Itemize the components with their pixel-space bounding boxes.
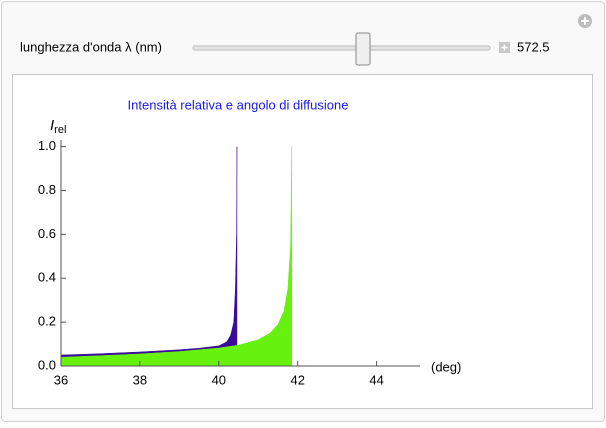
y-tick-label: 0.4	[38, 270, 56, 285]
y-tick-label: 0.8	[38, 182, 56, 197]
slider-label: lunghezza d'onda λ (nm)	[20, 39, 162, 54]
chart-title: Intensità relativa e angolo di diffusion…	[128, 97, 349, 112]
area	[60, 146, 293, 367]
plot-panel	[12, 74, 593, 409]
expand-icon	[501, 44, 508, 51]
y-label-main: I	[50, 117, 54, 134]
y-tick-label: 1.0	[38, 138, 56, 153]
y-tick-label: 0.6	[38, 226, 56, 241]
x-tick-label: 40	[212, 372, 226, 387]
x-tick-label: 36	[54, 372, 68, 387]
slider-track[interactable]	[192, 45, 491, 51]
slider-thumb[interactable]	[355, 32, 371, 66]
y-tick-label: 0.0	[38, 357, 56, 372]
slider-value: 572.5	[517, 39, 550, 54]
x-tick-label: 42	[290, 372, 304, 387]
x-axis-label: (deg)	[431, 359, 461, 374]
options-icon	[581, 17, 589, 25]
y-tick-label: 0.2	[38, 314, 56, 329]
y-label-sub: rel	[54, 124, 66, 136]
x-tick-label: 38	[133, 372, 147, 387]
area	[60, 146, 238, 367]
x-tick-label: 44	[369, 372, 383, 387]
y-axis-label: Irel	[50, 117, 66, 136]
